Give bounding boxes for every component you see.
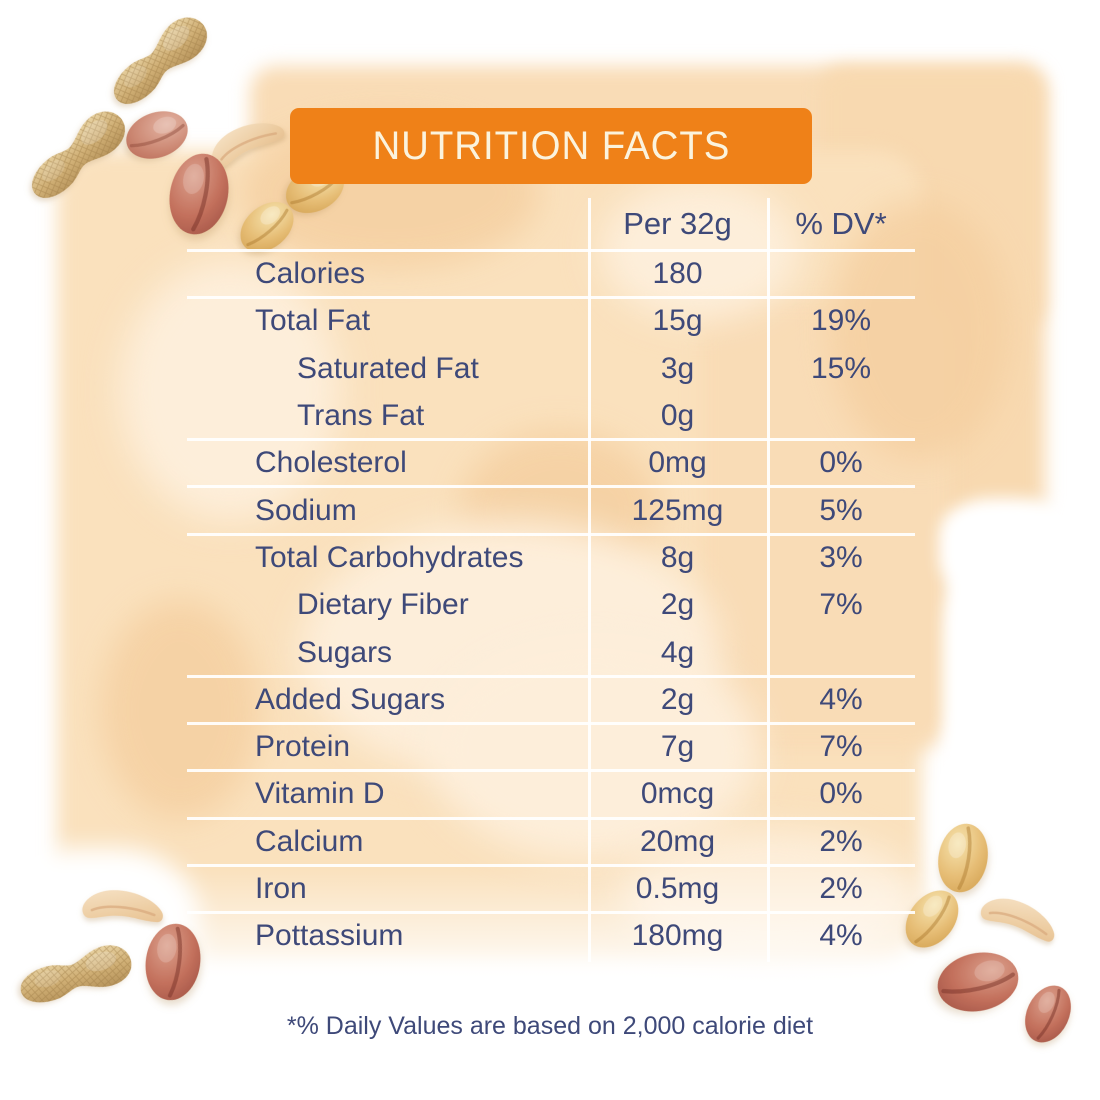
row-value: 3g [660,351,695,385]
row-value: 8g [660,540,695,574]
row-value: 180 [652,257,703,291]
wash-blob [100,600,260,820]
table-row-calories: Calories 180 [187,252,915,300]
row-label: Trans Fat [297,399,425,433]
row-label: Saturated Fat [297,351,479,385]
wash-blob [120,260,340,520]
row-dv: 4% [819,919,863,953]
column-divider [767,198,770,962]
column-header-serving: Per 32g [623,205,732,241]
table-row-protein: Protein 7g 7% [187,725,915,773]
row-label: Cholesterol [255,446,407,480]
row-dv: 3% [819,540,863,574]
column-divider [588,198,591,962]
table-row-added-sugars: Added Sugars 2g 4% [187,678,915,725]
row-value: 180mg [631,919,724,953]
row-dv: 19% [810,304,872,338]
table-row-trans-fat: Trans Fat 0g [187,394,915,442]
table-row-dietary-fiber: Dietary Fiber 2g 7% [187,583,915,630]
table-row-pottassium: Pottassium 180mg 4% [187,914,915,961]
table-header-row: Per 32g % DV* [187,198,915,252]
row-label: Iron [255,872,307,905]
table-row-total-carbohydrates: Total Carbohydrates 8g 3% [187,536,915,583]
row-value: 125mg [631,493,724,527]
row-value: 15g [652,304,703,338]
row-dv: 15% [810,351,872,385]
row-dv: 5% [819,493,863,527]
row-dv: 7% [819,730,863,764]
row-value: 2g [660,682,695,716]
nutrition-table: Per 32g % DV* Calories 180 Total Fat 15g… [187,198,915,962]
row-value: 0g [660,399,695,433]
row-value: 7g [660,730,695,764]
row-label: Vitamin D [255,777,385,811]
table-row-sodium: Sodium 125mg 5% [187,488,915,536]
row-dv: 0% [819,777,863,811]
row-label: Sugars [297,635,393,669]
row-dv: 2% [819,872,863,905]
row-value: 0mcg [640,777,715,811]
row-label: Dietary Fiber [297,588,469,622]
table-row-sugars: Sugars 4g [187,630,915,678]
table-row-cholesterol: Cholesterol 0mg 0% [187,441,915,489]
row-value: 4g [660,635,695,669]
page-title: NUTRITION FACTS [372,123,730,168]
title-banner: NUTRITION FACTS [290,108,812,184]
row-label: Calories [255,257,366,291]
row-dv: 7% [819,588,863,622]
row-label: Protein [255,730,351,764]
row-label: Total Carbohydrates [255,540,524,574]
row-dv: 0% [819,446,863,480]
column-header-dv: % DV* [795,205,887,241]
table-row-total-fat: Total Fat 15g 19% [187,299,915,346]
row-value: 0.5mg [635,872,720,905]
footnote: *% Daily Values are based on 2,000 calor… [286,1012,814,1040]
row-dv: 2% [819,824,863,858]
table-row-calcium: Calcium 20mg 2% [187,820,915,867]
row-label: Calcium [255,824,364,858]
row-label: Sodium [255,493,357,527]
row-value: 0mg [648,446,707,480]
row-label: Total Fat [255,304,371,338]
row-value: 20mg [639,824,716,858]
table-row-vitamin-d: Vitamin D 0mcg 0% [187,772,915,820]
row-label: Pottassium [255,919,404,953]
row-dv: 4% [819,682,863,716]
table-row-saturated-fat: Saturated Fat 3g 15% [187,347,915,394]
wash-blob [830,200,1010,460]
row-value: 2g [660,588,695,622]
table-row-iron: Iron 0.5mg 2% [187,867,915,915]
row-label: Added Sugars [255,682,446,716]
